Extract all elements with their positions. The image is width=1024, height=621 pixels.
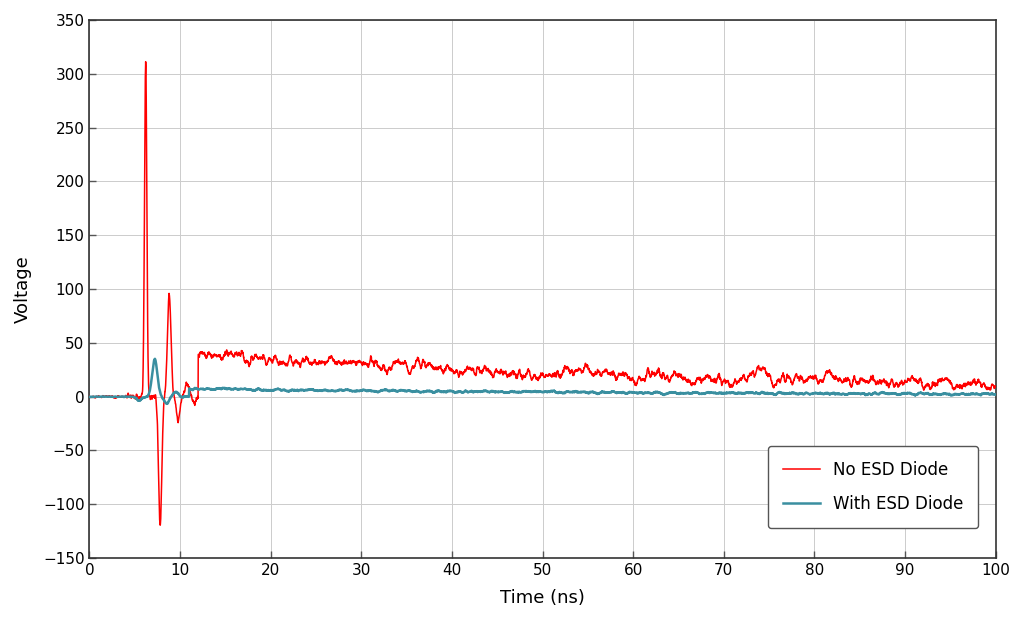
With ESD Diode [989, 391, 1001, 398]
With ESD Diode [83, 393, 95, 401]
No ESD Diode [139, 58, 152, 65]
With ESD Diode [673, 390, 685, 397]
With ESD Diode [627, 389, 639, 396]
Y-axis label: Voltage: Voltage [14, 255, 32, 323]
With ESD Diode [828, 391, 841, 398]
No ESD Diode [989, 383, 1001, 390]
No ESD Diode [673, 370, 685, 378]
No ESD Diode [430, 365, 442, 373]
No ESD Diode [154, 522, 166, 529]
No ESD Diode [83, 392, 95, 400]
With ESD Diode [248, 387, 260, 394]
Legend: No ESD Diode, With ESD Diode: No ESD Diode, With ESD Diode [768, 446, 978, 528]
No ESD Diode [627, 376, 639, 384]
No ESD Diode [828, 374, 841, 382]
With ESD Diode [161, 400, 173, 407]
Line: No ESD Diode: No ESD Diode [89, 61, 995, 525]
With ESD Diode [148, 355, 161, 363]
No ESD Diode [760, 370, 772, 378]
Line: With ESD Diode: With ESD Diode [89, 359, 995, 404]
X-axis label: Time (ns): Time (ns) [500, 589, 585, 607]
With ESD Diode [430, 388, 442, 395]
With ESD Diode [760, 389, 772, 397]
No ESD Diode [248, 353, 260, 361]
